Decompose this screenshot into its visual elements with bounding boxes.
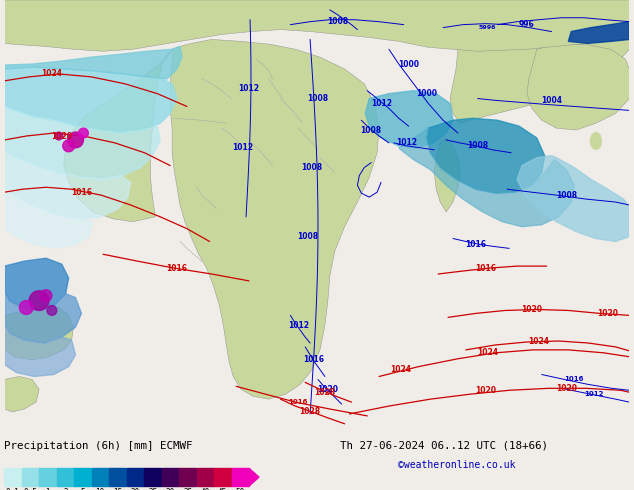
Text: 1024: 1024 (41, 70, 62, 78)
Text: 1012: 1012 (233, 144, 254, 152)
Bar (56, 468, 74, 486)
Text: 1: 1 (46, 488, 50, 490)
Text: 1016: 1016 (71, 188, 92, 196)
Text: 1008: 1008 (297, 232, 319, 241)
Polygon shape (249, 468, 259, 486)
Polygon shape (4, 150, 131, 219)
Polygon shape (63, 49, 172, 222)
Text: 1016: 1016 (288, 399, 308, 405)
Bar (162, 468, 179, 486)
Text: 5: 5 (81, 488, 85, 490)
Text: 10: 10 (96, 488, 105, 490)
Polygon shape (517, 156, 630, 242)
Text: 1020: 1020 (475, 386, 496, 395)
Text: Th 27-06-2024 06..12 UTC (18+66): Th 27-06-2024 06..12 UTC (18+66) (340, 441, 548, 451)
Text: 1008: 1008 (302, 163, 323, 172)
Text: 1012: 1012 (585, 391, 604, 397)
Text: 5996: 5996 (479, 25, 496, 30)
Text: 1020: 1020 (318, 385, 339, 394)
Text: 1028: 1028 (314, 388, 335, 397)
Text: 2: 2 (63, 488, 68, 490)
Polygon shape (450, 24, 630, 123)
Text: 1000: 1000 (398, 60, 419, 69)
Polygon shape (527, 45, 630, 130)
Text: 1008: 1008 (467, 141, 488, 150)
Text: 1016: 1016 (475, 264, 496, 272)
Polygon shape (4, 258, 68, 311)
Text: 1020: 1020 (521, 305, 542, 314)
Polygon shape (4, 306, 74, 360)
Text: 1016: 1016 (304, 355, 325, 364)
Text: 1008: 1008 (556, 191, 577, 199)
Bar (179, 468, 196, 486)
Polygon shape (4, 291, 81, 343)
Text: Precipitation (6h) [mm] ECMWF: Precipitation (6h) [mm] ECMWF (4, 441, 193, 451)
Circle shape (29, 291, 49, 311)
Polygon shape (4, 189, 93, 248)
Bar (144, 468, 161, 486)
Text: 40: 40 (200, 488, 210, 490)
Bar (214, 468, 231, 486)
Text: 1024: 1024 (528, 338, 549, 346)
Ellipse shape (590, 132, 602, 150)
Bar (109, 468, 126, 486)
Text: 1000: 1000 (416, 89, 437, 98)
Text: 996: 996 (519, 20, 535, 29)
Circle shape (40, 290, 52, 301)
Polygon shape (170, 39, 379, 399)
Polygon shape (4, 106, 160, 179)
Text: 1024: 1024 (391, 365, 411, 374)
Text: 45: 45 (218, 488, 228, 490)
Text: 20: 20 (131, 488, 140, 490)
Polygon shape (399, 128, 574, 227)
Circle shape (20, 300, 33, 315)
Text: 1012: 1012 (238, 84, 259, 93)
Polygon shape (4, 47, 182, 79)
Bar (197, 468, 214, 486)
Bar (91, 468, 108, 486)
Polygon shape (4, 67, 177, 133)
Text: 1024: 1024 (477, 348, 498, 357)
Text: 35: 35 (183, 488, 192, 490)
Text: 0.5: 0.5 (23, 488, 37, 490)
Text: 0.1: 0.1 (6, 488, 20, 490)
Text: 1020: 1020 (51, 131, 72, 141)
Text: 25: 25 (148, 488, 157, 490)
Polygon shape (434, 138, 460, 212)
Polygon shape (568, 22, 630, 44)
Text: 1016: 1016 (465, 240, 486, 249)
Text: 50: 50 (236, 488, 245, 490)
Text: 15: 15 (113, 488, 122, 490)
Circle shape (55, 132, 63, 140)
Text: 1020: 1020 (556, 384, 577, 393)
Circle shape (63, 140, 75, 152)
Polygon shape (4, 376, 39, 412)
Text: 1016: 1016 (167, 264, 188, 272)
Bar (4, 468, 21, 486)
Polygon shape (427, 118, 545, 193)
Text: 1012: 1012 (372, 99, 392, 108)
Text: 1028: 1028 (299, 408, 321, 416)
Circle shape (79, 128, 88, 138)
Text: 1008: 1008 (327, 17, 348, 26)
Bar (39, 468, 56, 486)
Bar (127, 468, 143, 486)
Bar (74, 468, 91, 486)
Bar (231, 468, 249, 486)
Text: 1008: 1008 (361, 125, 382, 135)
Bar (22, 468, 39, 486)
Polygon shape (4, 0, 630, 51)
Text: 1004: 1004 (541, 96, 562, 105)
Text: 1012: 1012 (396, 138, 417, 147)
Text: 1020: 1020 (597, 309, 618, 318)
Polygon shape (365, 91, 453, 148)
Text: 30: 30 (165, 488, 175, 490)
Text: 1012: 1012 (288, 321, 309, 330)
Circle shape (47, 306, 57, 316)
Text: 1016: 1016 (564, 376, 584, 382)
Text: ©weatheronline.co.uk: ©weatheronline.co.uk (398, 460, 515, 470)
Text: 1008: 1008 (307, 94, 328, 103)
Circle shape (68, 132, 84, 148)
Polygon shape (4, 323, 75, 376)
